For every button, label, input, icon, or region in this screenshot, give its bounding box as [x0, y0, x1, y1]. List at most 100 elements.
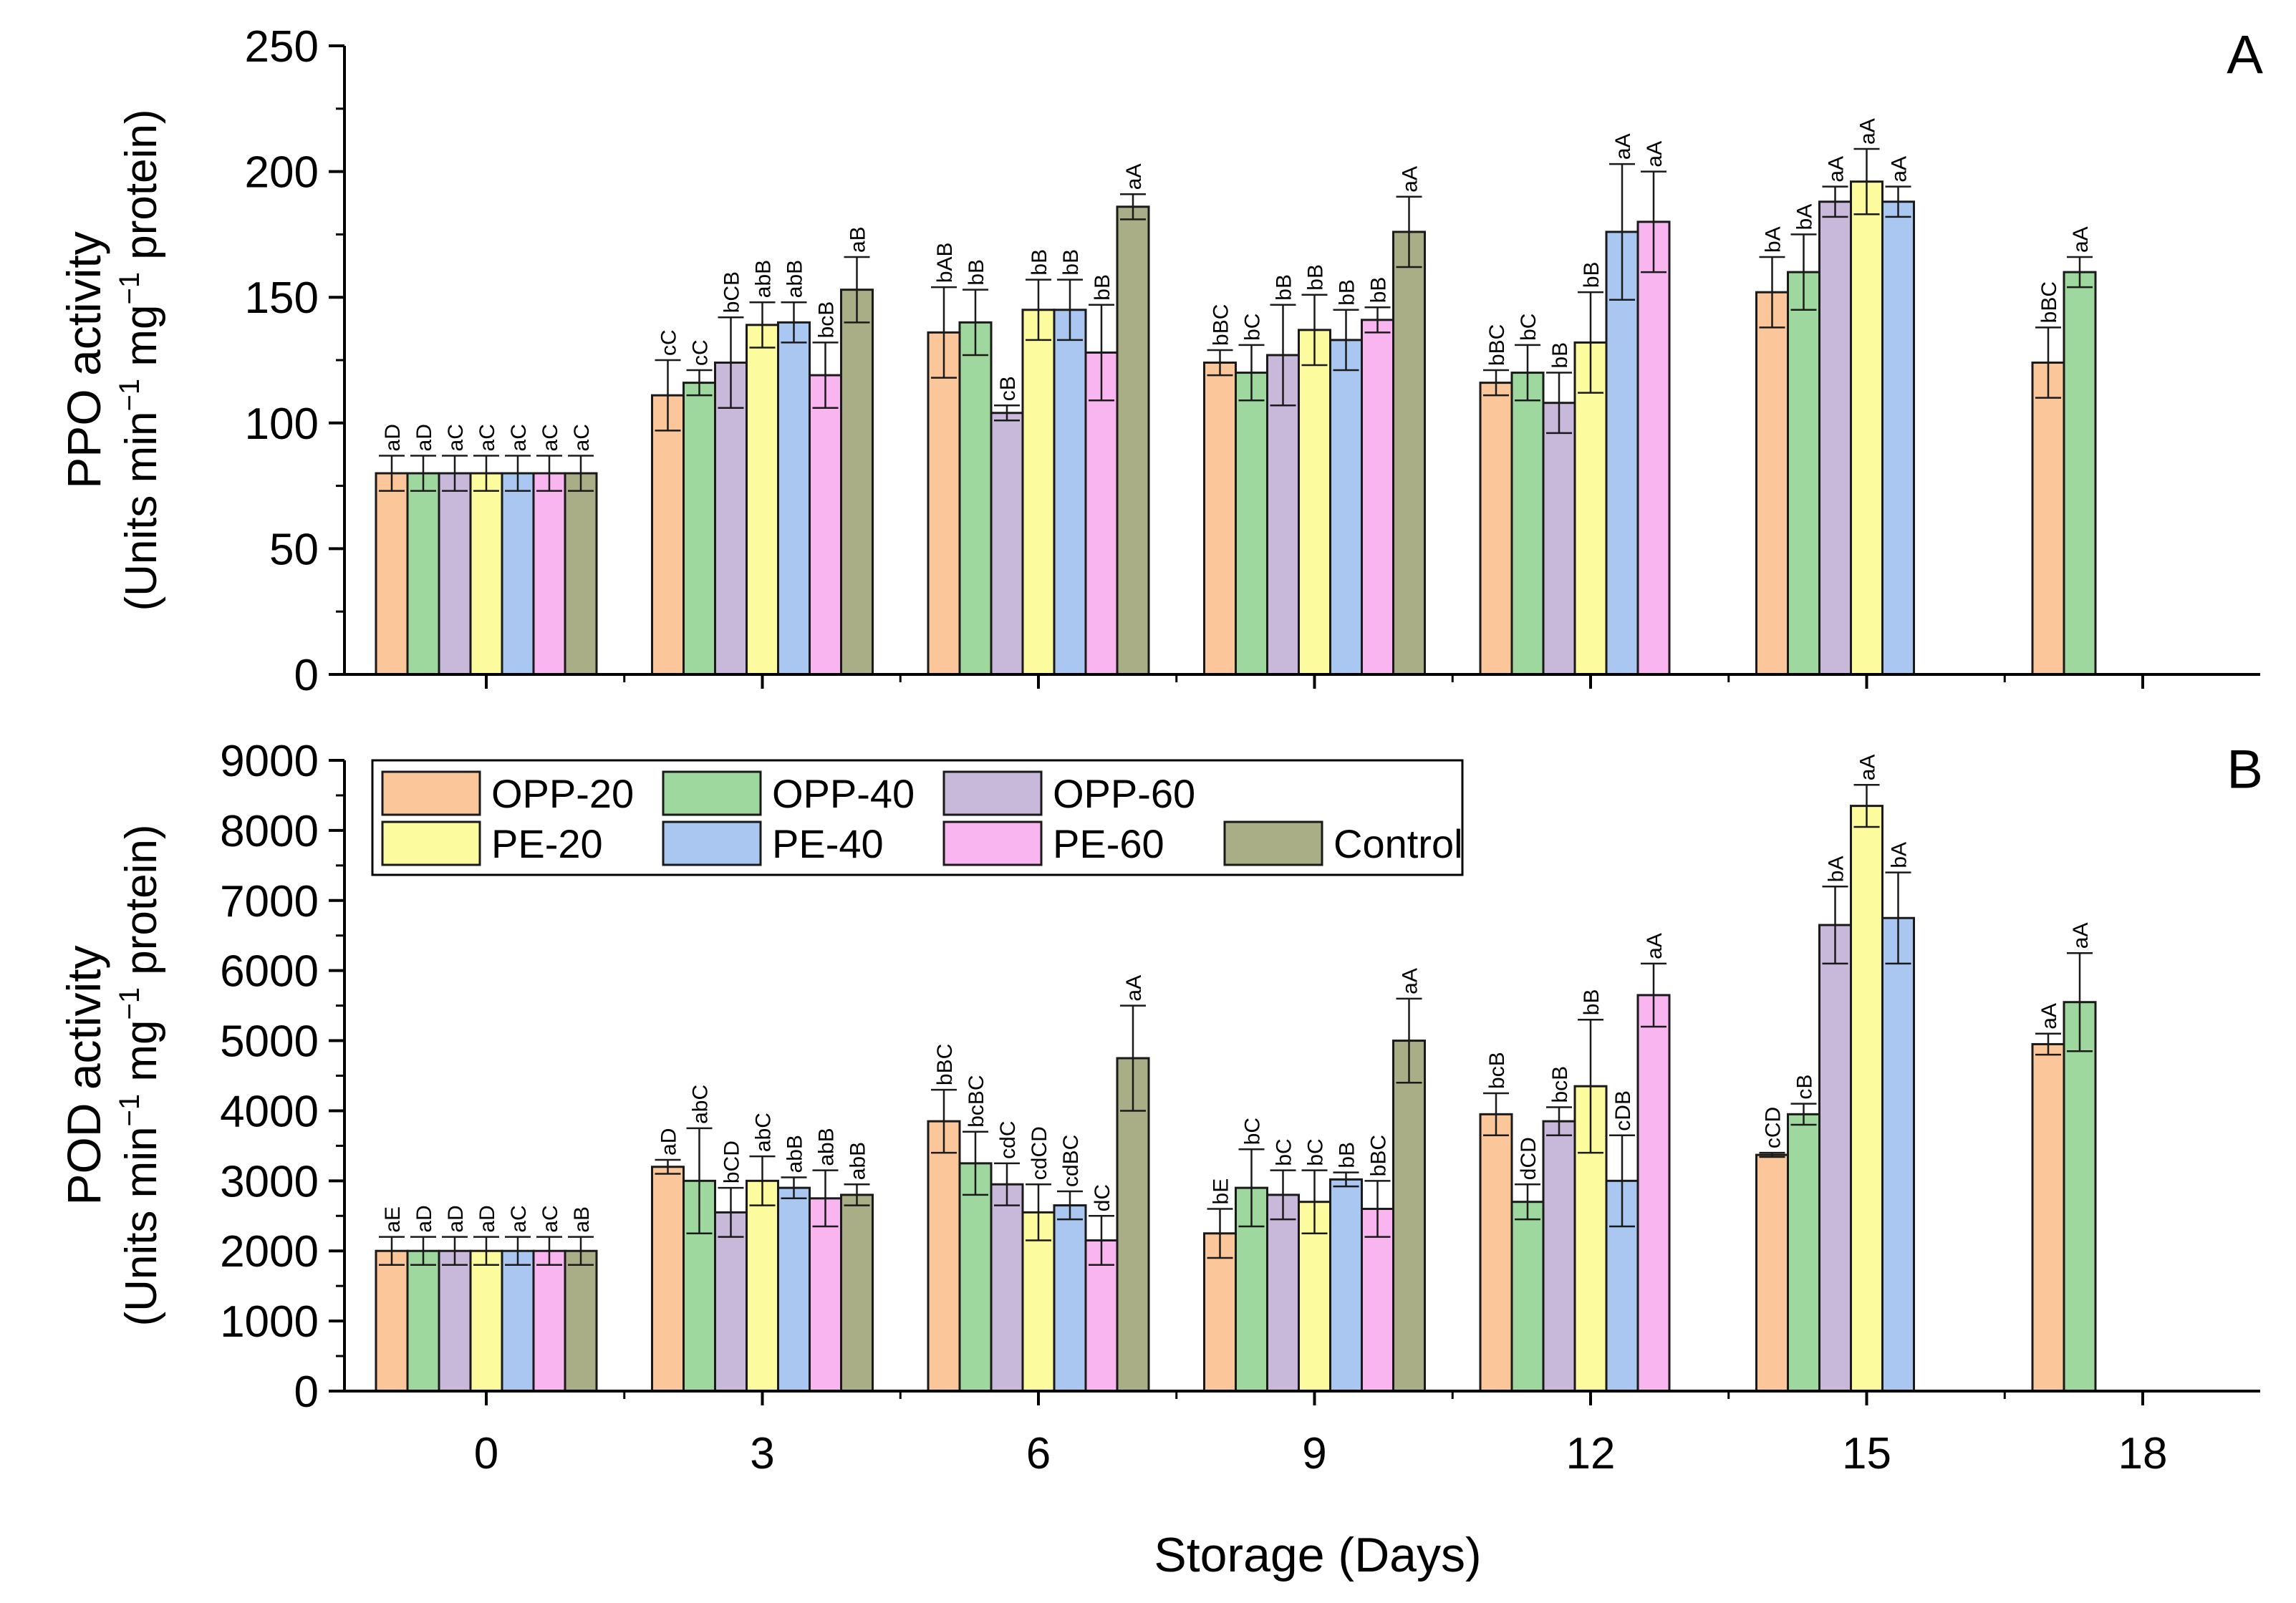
significance-label-opp-20-day-9: bBC: [1210, 304, 1233, 346]
bar-control-day-0: [564, 472, 598, 676]
x-tick-label-0: 0: [474, 1429, 498, 1478]
legend-label-opp-20: OPP-20: [491, 771, 634, 816]
y-axis-label: POD activity: [57, 945, 110, 1205]
bar-opp-40-day-3: [682, 382, 716, 676]
bar-control-day-9: [1392, 1040, 1426, 1393]
significance-label-pe-40-day-0: aC: [507, 424, 531, 451]
bar-opp-20-day-6: [927, 1120, 961, 1393]
bar-pe-40-day-15: [1881, 200, 1915, 676]
y-axis-units-superscript: −1: [114, 379, 145, 412]
significance-label-opp-40-day-3: cC: [689, 339, 713, 366]
significance-label-pe-60-day-9: bBC: [1367, 1135, 1391, 1176]
bar-pe-20-day-3: [746, 1179, 779, 1393]
significance-label-opp-20-day-6: bBC: [933, 1044, 957, 1085]
panel-b-pod-chart: BaE aD bBC bE bcB cCD aA aD abC bcBC bC dCD cB aA aD bC…: [57, 737, 2263, 1478]
y-axis-units-superscript: −1: [114, 272, 145, 305]
legend-swatch-opp-20: [381, 770, 481, 816]
bar-pe-40-day-15: [1881, 916, 1915, 1393]
y-tick-label-150: 150: [245, 273, 319, 323]
significance-label-pe-40-day-6: bB: [1059, 249, 1083, 276]
bar-opp-40-day-15: [1787, 271, 1820, 676]
y-axis-units-part: (Units min: [117, 412, 166, 611]
significance-label-pe-60-day-12: aA: [1643, 933, 1666, 959]
significance-label-opp-20-day-3: aD: [657, 1128, 681, 1156]
bar-pe-20-day-15: [1850, 180, 1883, 676]
y-axis-units-part: (Units min: [117, 1127, 166, 1327]
bar-opp-20-day-15: [1755, 1153, 1789, 1393]
significance-label-pe-40-day-3: abB: [783, 1135, 807, 1173]
bar-opp-60-day-15: [1818, 200, 1852, 676]
y-tick-label-7000: 7000: [220, 877, 319, 926]
bar-opp-60-day-6: [990, 1183, 1024, 1393]
bar-pe-60-day-3: [809, 1197, 842, 1393]
significance-label-opp-60-day-15: bA: [1825, 856, 1848, 882]
significance-label-opp-40-day-15: bA: [1793, 204, 1817, 231]
significance-label-opp-60-day-0: aC: [444, 424, 468, 451]
significance-label-pe-20-day-12: bB: [1580, 261, 1603, 288]
significance-label-opp-40-day-0: aD: [413, 424, 436, 451]
bar-pe-40-day-6: [1053, 1204, 1087, 1393]
bar-opp-60-day-9: [1266, 1193, 1300, 1393]
bar-opp-40-day-15: [1787, 1113, 1820, 1393]
legend-label-pe-40: PE-40: [772, 821, 884, 866]
bar-opp-20-day-0: [375, 1249, 409, 1393]
x-tick-label-12: 12: [1566, 1429, 1616, 1478]
bar-opp-60-day-0: [438, 1249, 472, 1393]
significance-label-pe-40-day-0: aC: [507, 1205, 531, 1232]
bar-opp-40-day-9: [1235, 372, 1268, 676]
bar-pe-20-day-9: [1298, 329, 1331, 676]
bar-pe-60-day-12: [1636, 221, 1671, 676]
bar-opp-40-day-0: [406, 472, 440, 676]
y-tick-label-50: 50: [269, 525, 319, 574]
y-tick-label-0: 0: [294, 1367, 319, 1417]
significance-label-control-day-3: aB: [846, 226, 870, 253]
bar-opp-60-day-3: [714, 362, 748, 676]
bar-pe-60-day-0: [532, 1249, 566, 1393]
significance-label-opp-40-day-18: aA: [2069, 226, 2093, 253]
bar-pe-60-day-9: [1361, 319, 1394, 676]
legend: OPP-20 OPP-40 OPP-60 PE-20 PE-40 PE-60 Control: [371, 759, 1464, 876]
legend-label-control: Control: [1333, 821, 1463, 866]
significance-label-pe-60-day-6: dC: [1091, 1184, 1114, 1211]
bar-pe-60-day-0: [532, 472, 566, 676]
significance-label-opp-40-day-12: dCD: [1517, 1137, 1540, 1180]
significance-label-pe-20-day-0: aD: [476, 1205, 499, 1232]
significance-label-opp-40-day-9: bC: [1241, 314, 1265, 341]
significance-label-pe-20-day-15: aA: [1856, 755, 1880, 781]
bar-pe-40-day-3: [777, 321, 811, 676]
x-axis-label: Storage (Days): [1154, 1528, 1481, 1582]
significance-label-pe-20-day-9: bB: [1304, 264, 1328, 291]
y-axis-units: (Units min−1 mg−1 protein): [114, 109, 166, 611]
legend-swatch-pe-60: [942, 820, 1043, 866]
bar-opp-60-day-12: [1542, 1120, 1576, 1393]
y-tick-label-8000: 8000: [220, 807, 319, 856]
significance-label-opp-20-day-15: cCD: [1762, 1107, 1785, 1148]
significance-label-opp-20-day-12: bBC: [1485, 324, 1509, 366]
bar-pe-20-day-15: [1850, 805, 1883, 1393]
y-tick-label-200: 200: [245, 148, 319, 198]
y-tick-label-6000: 6000: [220, 947, 319, 997]
y-axis-units-part: mg: [117, 1020, 166, 1094]
bar-opp-40-day-18: [2063, 1001, 2097, 1393]
bar-pe-60-day-12: [1636, 994, 1671, 1393]
significance-label-pe-60-day-12: aA: [1643, 141, 1666, 168]
bar-control-day-6: [1116, 1057, 1150, 1393]
y-tick-label-5000: 5000: [220, 1017, 319, 1067]
bar-control-day-3: [840, 1193, 874, 1393]
legend-swatch-pe-20: [381, 820, 481, 866]
bar-pe-20-day-0: [469, 472, 503, 676]
significance-label-opp-60-day-9: bB: [1273, 274, 1296, 301]
y-axis-units-part: protein): [117, 824, 166, 987]
significance-label-pe-40-day-6: cdBC: [1059, 1135, 1083, 1187]
significance-label-opp-20-day-12: bcB: [1485, 1052, 1509, 1089]
legend-label-pe-60: PE-60: [1053, 821, 1164, 866]
bar-pe-20-day-6: [1021, 309, 1056, 676]
bar-pe-40-day-6: [1053, 309, 1087, 676]
panel-letter-b: B: [2227, 739, 2263, 800]
significance-label-opp-20-day-0: aD: [381, 424, 405, 451]
bar-pe-20-day-3: [746, 324, 779, 676]
bar-opp-20-day-15: [1755, 291, 1789, 676]
significance-label-opp-20-day-0: aE: [381, 1206, 405, 1233]
legend-swatch-opp-40: [662, 770, 762, 816]
